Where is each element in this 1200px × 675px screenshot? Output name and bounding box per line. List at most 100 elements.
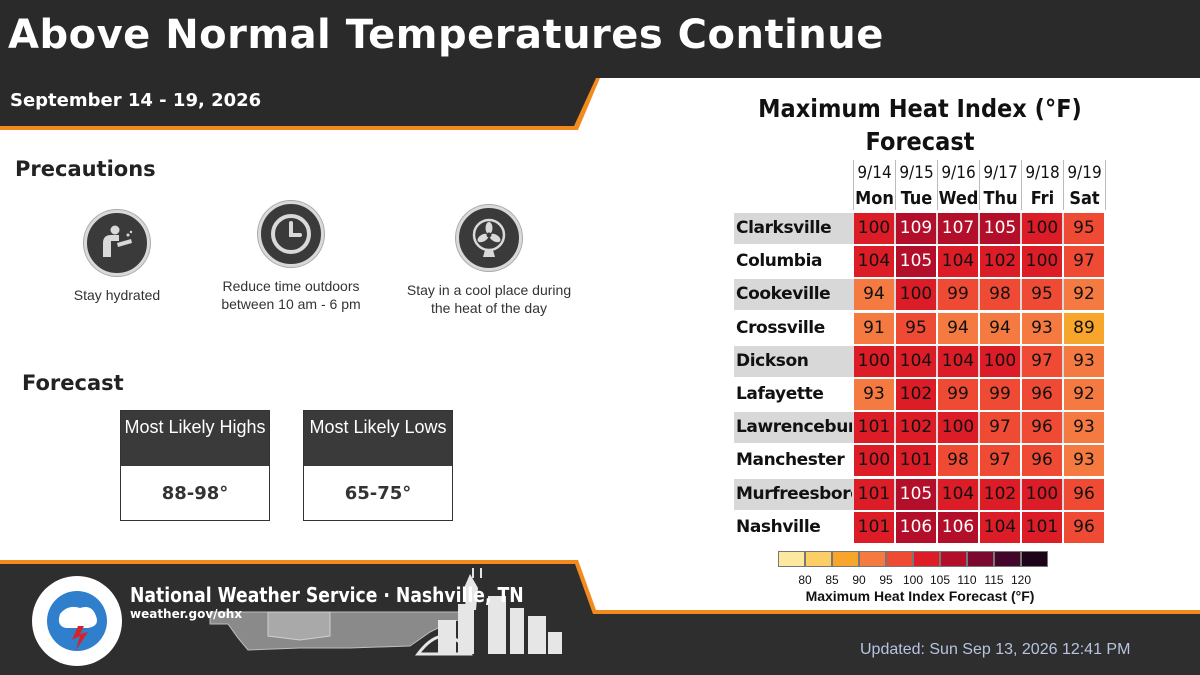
legend-swatch xyxy=(805,551,832,567)
day-name: Fri xyxy=(1030,188,1055,209)
heat-index-cell: 104 xyxy=(896,345,936,377)
heat-index-cell: 96 xyxy=(1022,379,1062,410)
heat-index-cell: 93 xyxy=(1064,412,1104,444)
heat-index-cell: 105 xyxy=(896,478,936,510)
heat-index-cell: 95 xyxy=(1022,279,1062,311)
highs-box: Most Likely Highs 88-98° xyxy=(120,410,270,521)
heat-index-cell: 102 xyxy=(896,412,936,444)
heat-index-cell: 97 xyxy=(980,412,1020,444)
day-column-header: 9/14 Mon xyxy=(854,160,895,212)
legend-swatch xyxy=(940,551,967,567)
heat-index-cell: 93 xyxy=(854,379,894,410)
fan-icon xyxy=(456,205,522,271)
heat-index-cell: 99 xyxy=(938,279,978,311)
day-column-header: 9/15 Tue xyxy=(896,160,937,212)
heat-index-cell: 101 xyxy=(854,478,894,510)
heat-index-cell: 96 xyxy=(1064,511,1104,543)
city-label: Clarksville xyxy=(736,218,832,238)
legend-tick-label: 110 xyxy=(957,573,977,587)
heat-title-line2: Forecast xyxy=(865,127,975,156)
page-title: Above Normal Temperatures Continue xyxy=(8,12,884,58)
heat-index-cell: 100 xyxy=(1022,478,1062,510)
heat-index-cell: 98 xyxy=(938,445,978,477)
city-label: Nashville xyxy=(736,516,821,537)
legend-tick-label: 100 xyxy=(902,573,924,587)
heat-index-cell: 97 xyxy=(1064,246,1104,278)
heat-index-cell: 94 xyxy=(938,312,978,344)
precaution-label: Stay hydrated xyxy=(73,287,161,303)
legend-tick-label: 90 xyxy=(852,573,866,587)
day-column-header: 9/17 Thu xyxy=(980,160,1021,212)
day-date: 9/16 xyxy=(941,163,976,183)
heat-index-cell: 98 xyxy=(980,279,1020,311)
heat-index-cell: 102 xyxy=(896,379,936,410)
heat-index-cell: 100 xyxy=(854,445,894,477)
heat-index-cell: 100 xyxy=(980,345,1020,377)
table-column-divider xyxy=(895,160,896,210)
heat-index-cell: 104 xyxy=(938,345,978,377)
heat-index-cell: 100 xyxy=(1022,213,1062,244)
day-name: Sat xyxy=(1069,188,1100,209)
legend-tick-label: 105 xyxy=(929,573,951,587)
day-date: 9/17 xyxy=(983,163,1018,183)
precaution-hydrate: Stay hydrated xyxy=(32,210,202,304)
day-date: 9/15 xyxy=(899,163,934,183)
heat-index-cell: 102 xyxy=(980,246,1020,278)
city-label: Lafayette xyxy=(736,384,824,404)
heat-index-cell: 106 xyxy=(938,511,978,543)
heat-index-cell: 92 xyxy=(1064,379,1104,410)
precaution-label: Stay in a cool place during the heat of … xyxy=(406,282,572,316)
heat-index-cell: 93 xyxy=(1064,445,1104,477)
table-column-divider xyxy=(1021,160,1022,210)
city-label: Crossville xyxy=(736,317,825,338)
day-column-header: 9/16 Wed xyxy=(938,160,979,212)
legend-swatch xyxy=(859,551,886,567)
precaution-cool-place: Stay in a cool place during the heat of … xyxy=(404,205,574,317)
heat-index-cell: 93 xyxy=(1064,345,1104,377)
day-name: Thu xyxy=(983,188,1018,209)
heat-index-cell: 101 xyxy=(854,511,894,543)
table-column-divider xyxy=(1105,160,1106,210)
heat-index-cell: 104 xyxy=(938,478,978,510)
table-column-divider xyxy=(1063,160,1064,210)
table-column-divider xyxy=(853,160,854,210)
legend-swatch xyxy=(913,551,940,567)
legend-title: Maximum Heat Index Forecast (°F) xyxy=(805,588,1035,604)
highs-label: Most Likely Highs xyxy=(121,411,269,466)
heat-index-cell: 89 xyxy=(1064,312,1104,344)
day-column-header: 9/19 Sat xyxy=(1064,160,1105,212)
legend-swatch xyxy=(1021,551,1048,567)
nws-url[interactable]: weather.gov/ohx xyxy=(130,607,243,621)
heat-index-cell: 96 xyxy=(1022,412,1062,444)
heat-index-cell: 93 xyxy=(1022,312,1062,344)
heat-index-cell: 100 xyxy=(938,412,978,444)
city-label: Lawrenceburg xyxy=(736,417,852,438)
heat-index-cell: 101 xyxy=(1022,511,1062,543)
heat-index-cell: 100 xyxy=(854,345,894,377)
footer-bar xyxy=(0,560,1200,675)
day-date: 9/14 xyxy=(857,163,892,183)
drinking-water-icon xyxy=(84,210,150,276)
legend-swatch xyxy=(967,551,994,567)
heat-index-cell: 94 xyxy=(854,279,894,311)
heat-index-cell: 96 xyxy=(1022,445,1062,477)
day-date: 9/18 xyxy=(1025,163,1060,183)
city-label: Dickson xyxy=(736,350,809,371)
day-name: Tue xyxy=(900,188,933,209)
legend-swatch xyxy=(994,551,1021,567)
nws-logo xyxy=(32,576,122,666)
day-column-header: 9/18 Fri xyxy=(1022,160,1063,212)
legend-tick-label: 85 xyxy=(825,573,839,587)
heat-index-cell: 99 xyxy=(938,379,978,410)
heat-index-cell: 101 xyxy=(854,412,894,444)
header-bar xyxy=(0,0,1200,78)
city-label: Columbia xyxy=(736,251,823,272)
heat-index-cell: 100 xyxy=(854,213,894,244)
heat-index-cell: 100 xyxy=(896,279,936,311)
highs-value: 88-98° xyxy=(161,483,229,504)
date-band xyxy=(0,78,600,130)
heat-index-cell: 104 xyxy=(854,246,894,278)
heat-index-cell: 102 xyxy=(980,478,1020,510)
city-label: Manchester xyxy=(736,450,845,471)
lows-value: 65-75° xyxy=(344,483,412,504)
